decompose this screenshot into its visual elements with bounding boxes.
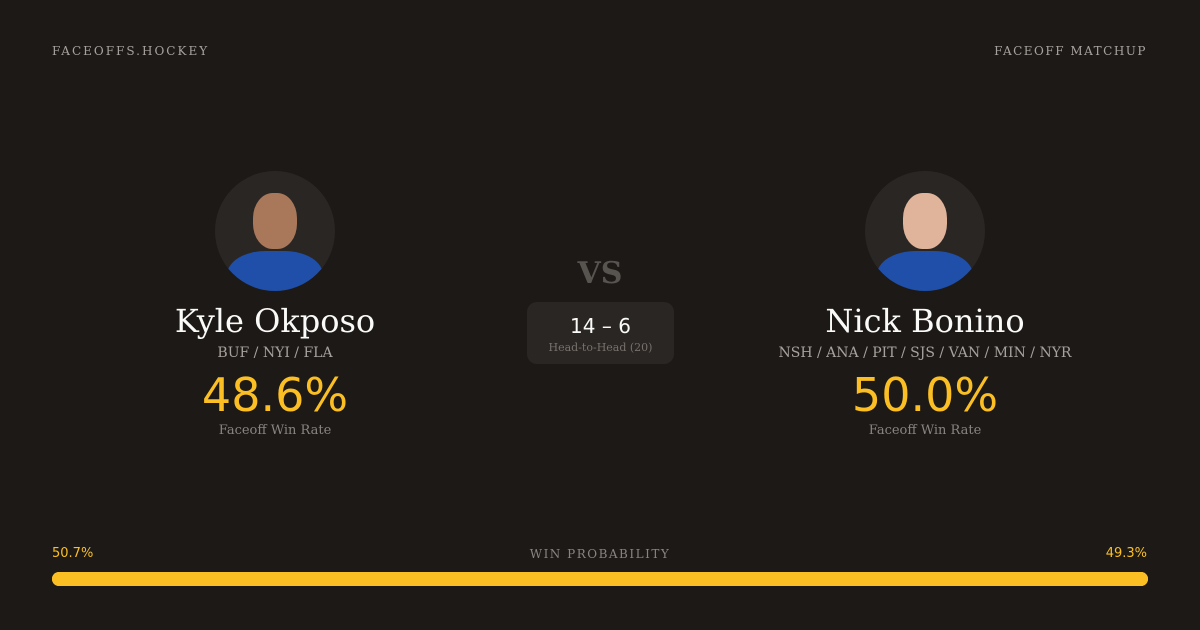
section-title: FACEOFF MATCHUP xyxy=(994,44,1147,58)
win-probability-left-fill xyxy=(52,572,608,586)
player-avatar xyxy=(215,171,335,291)
win-rate-label: Faceoff Win Rate xyxy=(218,423,332,438)
player-card-left: Kyle Okposo BUF / NYI / FLA 48.6% Faceof… xyxy=(75,171,475,438)
win-probability-title: WIN PROBABILITY xyxy=(529,547,671,561)
win-rate-label: Faceoff Win Rate xyxy=(868,423,982,438)
head-to-head-label: Head-to-Head (20) xyxy=(548,341,653,354)
head-to-head-score: 14 – 6 xyxy=(570,314,631,338)
vs-label: VS xyxy=(577,256,623,291)
player-avatar xyxy=(865,171,985,291)
brand-logo-text: FACEOFFS.HOCKEY xyxy=(52,44,210,58)
left-win-probability: 50.7% xyxy=(52,546,94,561)
head-to-head-box: 14 – 6 Head-to-Head (20) xyxy=(527,302,674,364)
player-card-right: Nick Bonino NSH / ANA / PIT / SJS / VAN … xyxy=(725,171,1125,438)
player-teams: BUF / NYI / FLA xyxy=(217,345,333,361)
player-win-rate: 48.6% xyxy=(201,368,349,422)
player-teams: NSH / ANA / PIT / SJS / VAN / MIN / NYR xyxy=(778,345,1072,361)
right-win-probability: 49.3% xyxy=(1105,546,1147,561)
win-probability-bar xyxy=(52,572,1148,586)
player-name: Kyle Okposo xyxy=(174,302,376,340)
player-win-rate: 50.0% xyxy=(851,368,999,422)
win-probability-right-fill xyxy=(607,572,1148,586)
player-name: Nick Bonino xyxy=(825,302,1025,340)
